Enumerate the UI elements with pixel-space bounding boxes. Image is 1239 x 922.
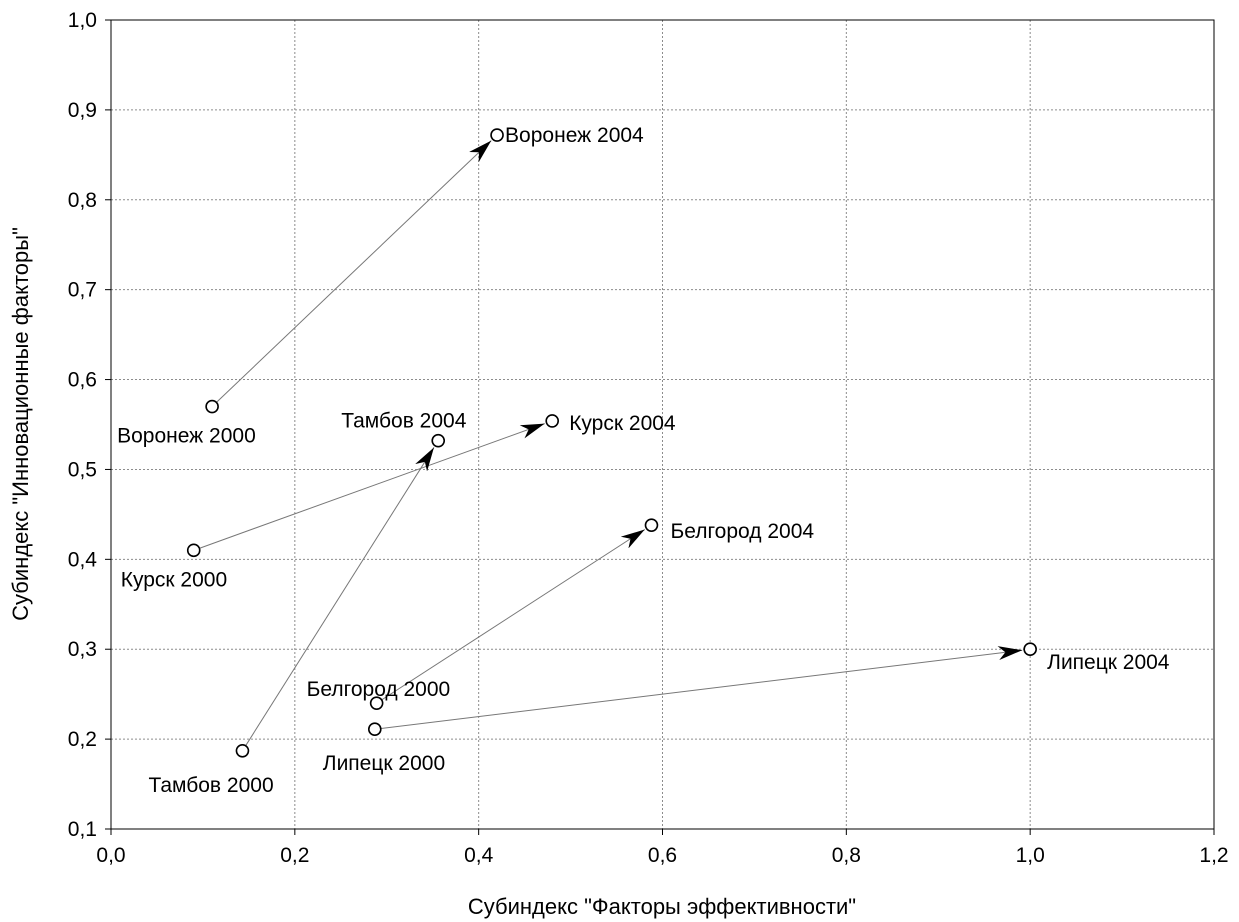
point-воронеж-2000 [205,399,219,414]
y-tick-label: 0,2 [68,728,97,751]
x-tick-label: 1,0 [1016,844,1045,867]
point-label: Тамбов 2004 [341,410,467,433]
point-воронеж-2004 [490,128,504,142]
x-tick-label: 0,8 [832,844,861,867]
arrow-воронеж-2000 [211,140,492,407]
grid [111,20,1214,829]
plot-frame [110,19,1215,830]
y-axis-title: Субиндекс "Инновационные факторы" [8,227,33,621]
x-tick-label: 0,6 [648,844,677,867]
point-курск-2004 [545,414,560,428]
point-липецк-2004 [1023,642,1037,657]
y-tick-label: 0,1 [68,818,97,841]
y-tick-label: 0,4 [68,548,98,571]
point-label: Курск 2000 [121,568,227,591]
x-axis-title: Субиндекс "Факторы эффективности" [468,894,856,919]
arrow-тамбов-2000 [242,447,435,752]
point-label: Липецк 2004 [1047,651,1170,674]
y-tick-label: 0,9 [68,99,97,122]
point-labels: Воронеж 2000 Воронеж 2004 Курск 2000 Курск … [117,124,1170,797]
y-tick-label: 0,7 [68,279,97,302]
y-tick-label: 1,0 [68,9,97,32]
point-липецк-2000 [368,722,382,737]
point-label: Белгород 2000 [307,678,451,701]
point-label: Липецк 2000 [323,752,445,775]
point-тамбов-2000 [235,743,250,758]
x-tick-label: 0,2 [280,844,309,867]
point-белгород-2004 [644,518,659,532]
point-курск-2000 [186,543,201,558]
point-label: Воронеж 2000 [117,425,256,448]
tick-labels: 0,0 0,2 0,4 0,6 0,8 1,0 1,2 0,1 0,2 0,3 0,4 0,5 0,6 0… [68,9,1229,867]
arrow-курск-2000 [193,423,545,551]
arrows [193,140,1023,752]
y-tick-label: 0,6 [68,369,97,392]
point-label: Воронеж 2004 [505,124,644,147]
x-tick-label: 0,0 [96,844,125,867]
point-тамбов-2004 [431,433,446,448]
x-tick-label: 1,2 [1199,844,1228,867]
data-points [186,128,1037,758]
arrow-белгород-2000 [376,529,646,704]
x-tick-label: 0,4 [464,844,494,867]
point-белгород-2000 [369,696,384,710]
point-label: Белгород 2004 [670,520,814,543]
point-label: Курск 2004 [569,412,676,435]
y-tick-label: 0,3 [68,638,97,661]
point-label: Тамбов 2000 [148,774,273,797]
y-tick-label: 0,5 [68,458,97,481]
y-tick-label: 0,8 [68,189,97,212]
arrow-липецк-2000 [374,646,1023,730]
